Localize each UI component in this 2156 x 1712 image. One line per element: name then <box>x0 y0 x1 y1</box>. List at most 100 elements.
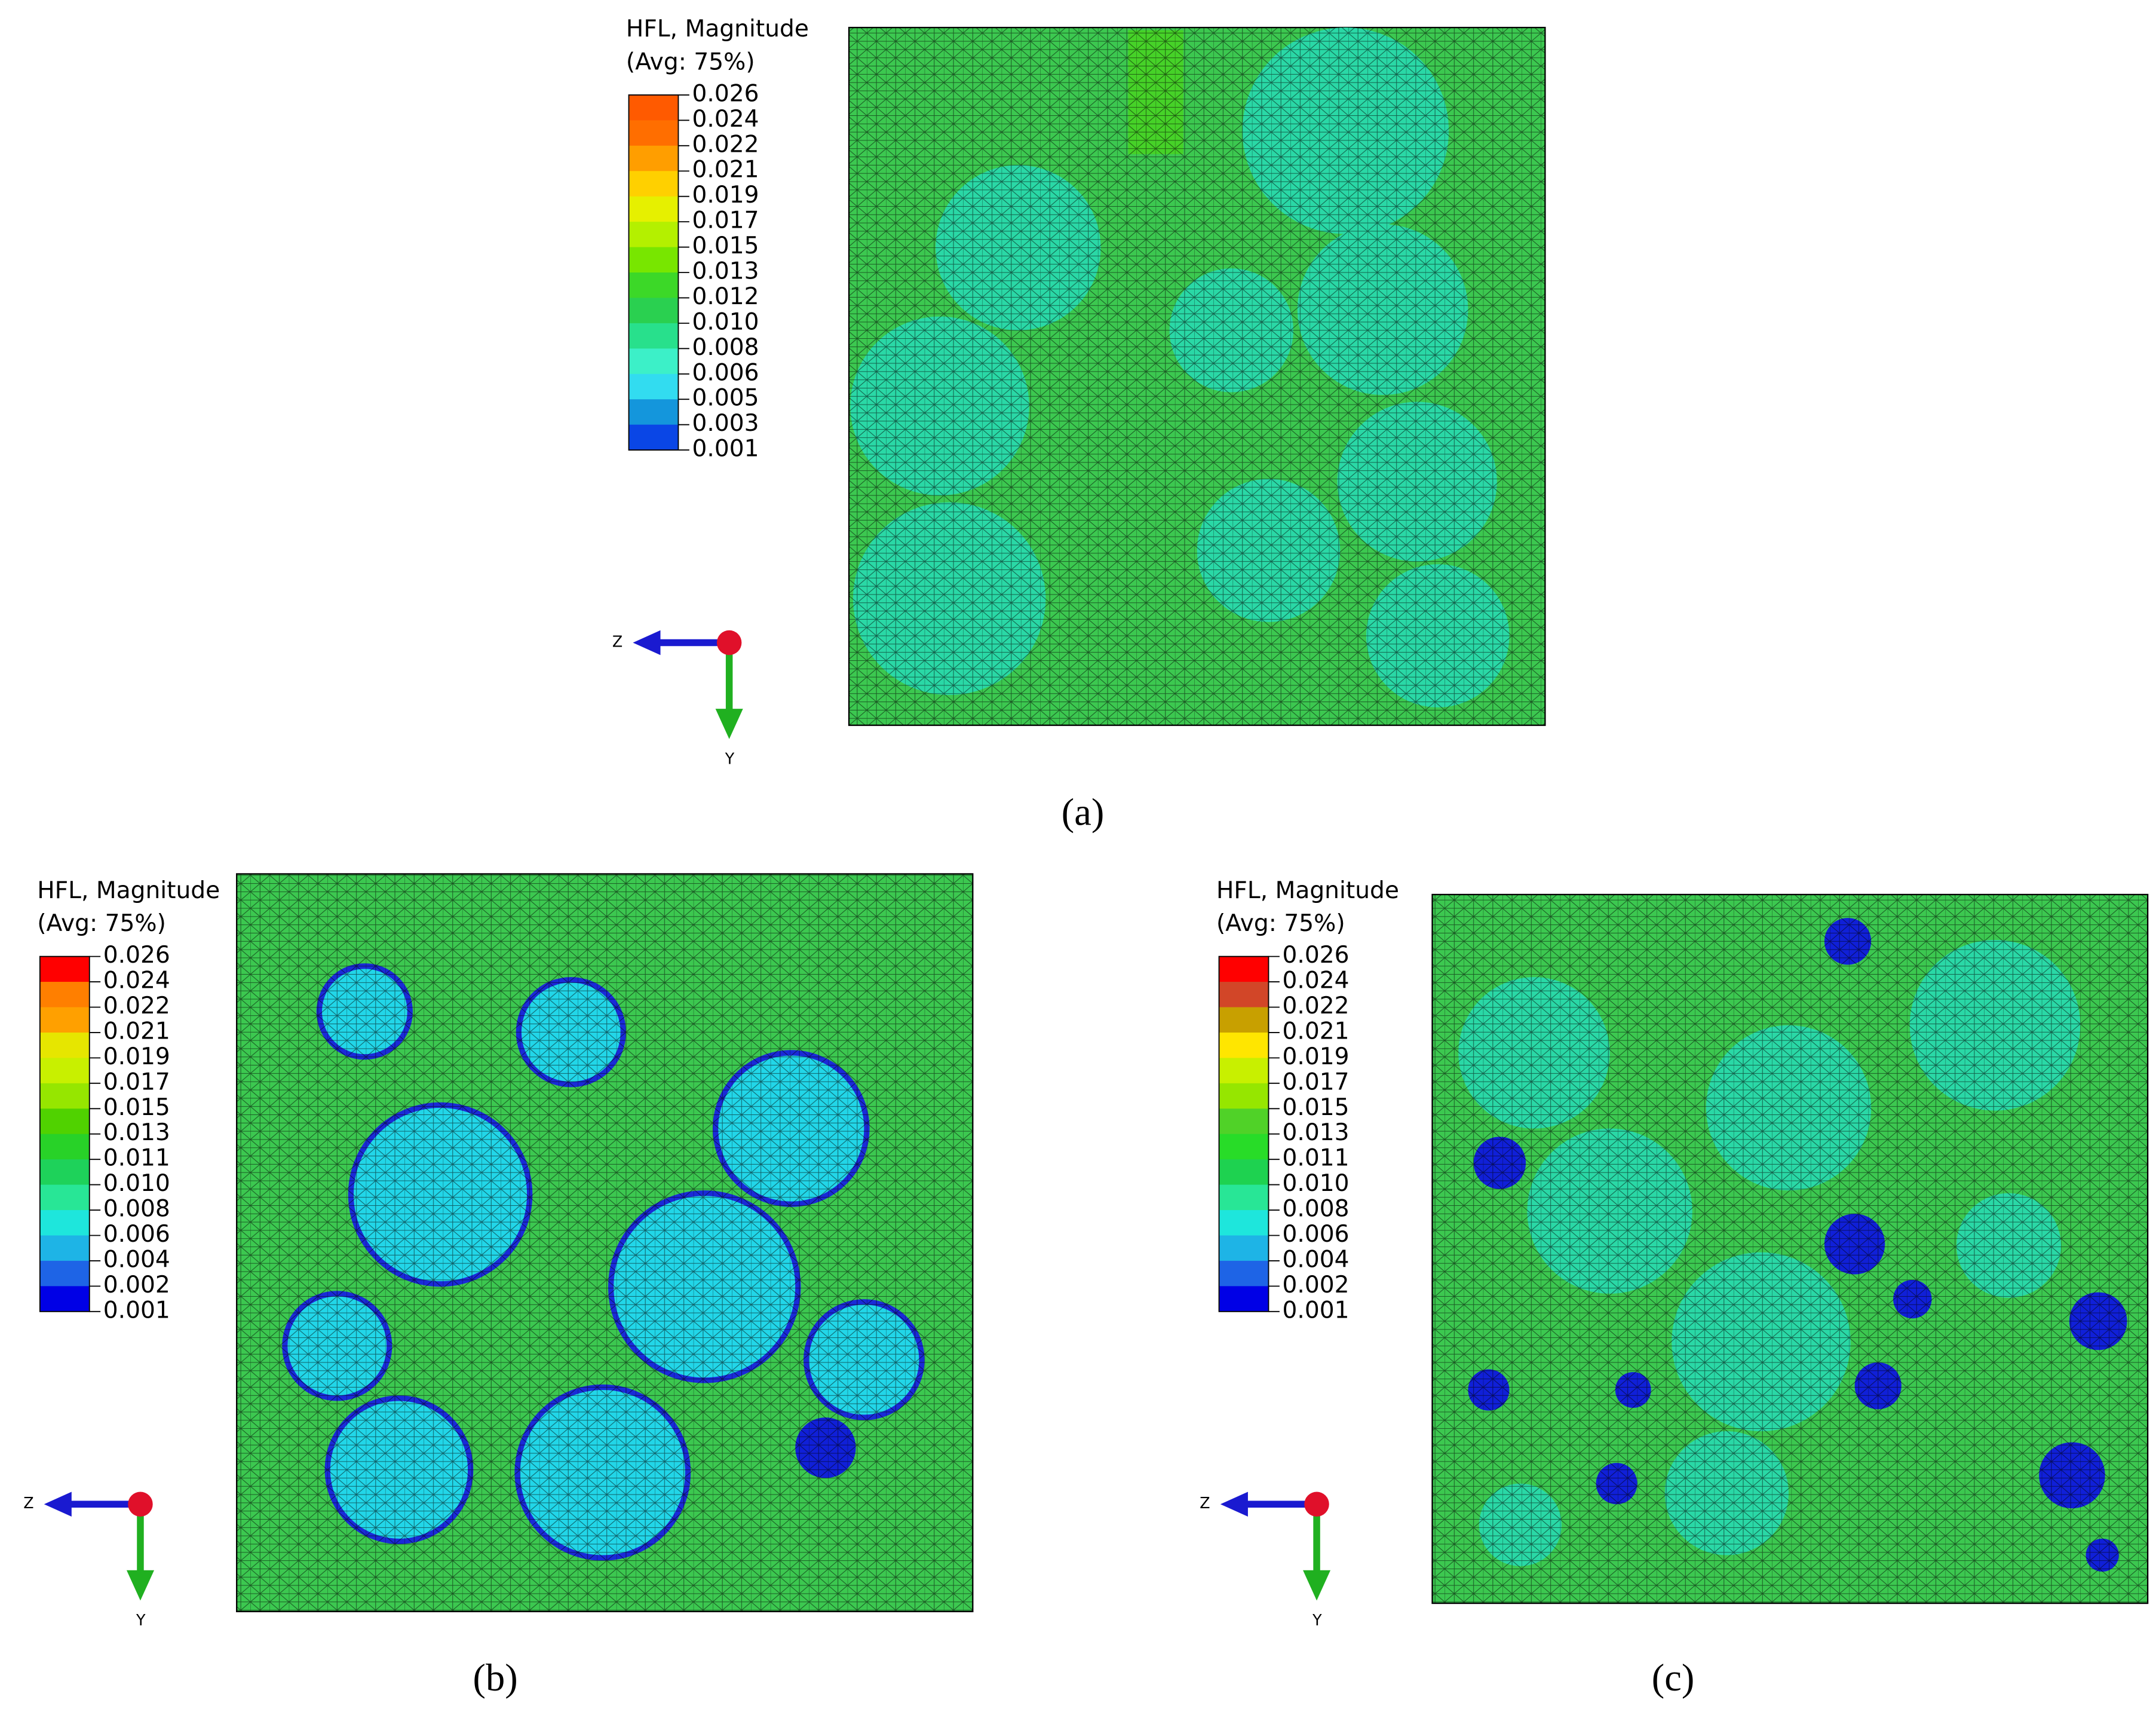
triad-arrow <box>633 630 661 656</box>
triad-label: Z <box>1200 1494 1210 1512</box>
legend-swatch <box>628 298 679 324</box>
legend-label: 0.015 <box>1283 1094 1350 1121</box>
legend-swatch <box>628 399 679 425</box>
legend-label: 0.022 <box>692 131 759 158</box>
legend-swatch <box>628 145 679 171</box>
legend-swatch <box>39 1286 90 1312</box>
triad-arrow <box>715 709 743 739</box>
legend-swatch <box>1219 982 1269 1008</box>
legend-label: 0.011 <box>1283 1145 1350 1172</box>
legend-title: HFL, Magnitude <box>37 877 220 904</box>
legend-swatch <box>1219 1032 1269 1059</box>
legend-label: 0.019 <box>103 1043 170 1070</box>
legend-label: 0.013 <box>103 1119 170 1146</box>
legend-label: 0.017 <box>1283 1068 1350 1095</box>
legend-swatch <box>628 348 679 375</box>
legend-label: 0.022 <box>1283 993 1350 1019</box>
legend-label: 0.024 <box>1283 967 1350 994</box>
legend-label: 0.019 <box>1283 1043 1350 1070</box>
mesh-b <box>236 873 974 1613</box>
legend-label: 0.002 <box>103 1272 170 1298</box>
legend-swatch <box>1219 1108 1269 1135</box>
mesh-c <box>1431 893 2149 1604</box>
legend-swatch <box>1219 1286 1269 1312</box>
triad-arrow <box>1303 1570 1331 1601</box>
legend-swatch <box>628 373 679 400</box>
triad-label: Y <box>725 749 735 767</box>
legend-label: 0.010 <box>692 308 759 335</box>
legend-swatch <box>1219 1083 1269 1109</box>
legend-swatch <box>39 1058 90 1084</box>
legend-swatch <box>1219 1134 1269 1160</box>
legend-swatch <box>39 1159 90 1186</box>
legend-label: 0.012 <box>692 283 759 310</box>
mesh-a <box>848 26 1546 726</box>
triad-arrow <box>44 1492 72 1517</box>
legend-label: 0.022 <box>103 993 170 1019</box>
legend-label: 0.015 <box>103 1094 170 1121</box>
legend-label: 0.002 <box>1283 1272 1350 1298</box>
triad-arrow <box>1220 1492 1248 1517</box>
legend-swatch <box>1219 1159 1269 1186</box>
legend-swatch <box>39 1134 90 1160</box>
legend-swatch <box>628 424 679 451</box>
legend-label: 0.004 <box>1283 1246 1350 1273</box>
legend-label: 0.003 <box>692 410 759 437</box>
legend-label: 0.017 <box>692 207 759 234</box>
triad-arrow <box>126 1570 154 1601</box>
triad-origin <box>128 1492 153 1517</box>
legend-swatch <box>39 1235 90 1261</box>
legend-title: HFL, Magnitude <box>1216 877 1399 904</box>
legend-swatch <box>1219 1210 1269 1236</box>
legend-label: 0.026 <box>1283 942 1350 969</box>
legend-swatch <box>39 1032 90 1059</box>
legend-swatch <box>39 1007 90 1033</box>
triad-label: Y <box>1312 1611 1322 1629</box>
triad-label: Z <box>23 1494 33 1512</box>
triad-label: Z <box>612 633 622 651</box>
legend-label: 0.024 <box>692 106 759 133</box>
legend-swatch <box>628 120 679 146</box>
legend-label: 0.024 <box>103 967 170 994</box>
legend-swatch <box>628 247 679 273</box>
legend-swatch <box>628 196 679 222</box>
legend-swatch <box>39 1210 90 1236</box>
legend-label: 0.013 <box>1283 1119 1350 1146</box>
legend-label: 0.004 <box>103 1246 170 1273</box>
legend-label: 0.019 <box>692 182 759 209</box>
legend-label: 0.010 <box>103 1170 170 1197</box>
legend-label: 0.008 <box>692 334 759 361</box>
legend-title: HFL, Magnitude <box>626 16 809 42</box>
legend-label: 0.017 <box>103 1068 170 1095</box>
legend-label: 0.013 <box>692 258 759 285</box>
legend-swatch <box>39 1184 90 1211</box>
legend-label: 0.008 <box>1283 1196 1350 1223</box>
legend-swatch <box>628 171 679 197</box>
legend-swatch <box>39 1260 90 1287</box>
legend-subtitle: (Avg: 75%) <box>626 48 755 75</box>
legend-label: 0.001 <box>692 436 759 463</box>
legend-swatch <box>628 222 679 248</box>
legend-subtitle: (Avg: 75%) <box>37 910 166 937</box>
legend-label: 0.001 <box>1283 1297 1350 1324</box>
legend-label: 0.026 <box>692 80 759 107</box>
legend-subtitle: (Avg: 75%) <box>1216 910 1345 937</box>
legend-label: 0.006 <box>1283 1221 1350 1248</box>
triad-origin <box>1304 1492 1329 1517</box>
legend-swatch <box>628 94 679 121</box>
legend-swatch <box>1219 956 1269 982</box>
legend-label: 0.021 <box>103 1018 170 1045</box>
caption: (c) <box>1652 1656 1695 1699</box>
legend-label: 0.026 <box>103 942 170 969</box>
legend-label: 0.015 <box>692 232 759 259</box>
legend-swatch <box>39 956 90 982</box>
legend-swatch <box>39 982 90 1008</box>
legend-label: 0.005 <box>692 385 759 412</box>
legend-swatch <box>628 272 679 299</box>
legend-swatch <box>1219 1260 1269 1287</box>
legend-swatch <box>1219 1235 1269 1261</box>
legend-swatch <box>39 1108 90 1135</box>
legend-label: 0.010 <box>1283 1170 1350 1197</box>
legend-swatch <box>39 1083 90 1109</box>
